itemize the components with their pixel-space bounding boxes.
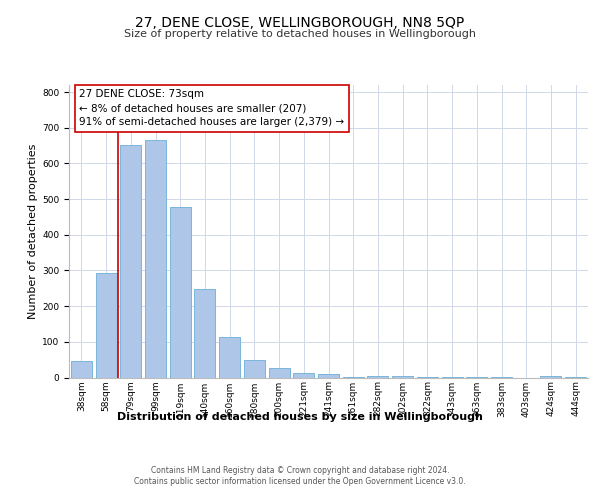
Bar [269,368,290,378]
Bar [392,376,413,378]
Text: Size of property relative to detached houses in Wellingborough: Size of property relative to detached ho… [124,29,476,39]
Bar [95,273,116,378]
Y-axis label: Number of detached properties: Number of detached properties [28,144,38,319]
Bar [318,374,339,378]
Bar [343,377,364,378]
Text: Contains HM Land Registry data © Crown copyright and database right 2024.: Contains HM Land Registry data © Crown c… [151,466,449,475]
Bar [417,377,438,378]
Bar [293,372,314,378]
Bar [541,376,562,378]
Bar [71,360,92,378]
Text: 27 DENE CLOSE: 73sqm
← 8% of detached houses are smaller (207)
91% of semi-detac: 27 DENE CLOSE: 73sqm ← 8% of detached ho… [79,90,344,128]
Bar [194,289,215,378]
Text: Contains public sector information licensed under the Open Government Licence v3: Contains public sector information licen… [134,478,466,486]
Bar [145,140,166,378]
Bar [244,360,265,378]
Bar [170,208,191,378]
Text: Distribution of detached houses by size in Wellingborough: Distribution of detached houses by size … [117,412,483,422]
Text: 27, DENE CLOSE, WELLINGBOROUGH, NN8 5QP: 27, DENE CLOSE, WELLINGBOROUGH, NN8 5QP [136,16,464,30]
Bar [367,376,388,378]
Bar [120,146,141,378]
Bar [219,337,240,378]
